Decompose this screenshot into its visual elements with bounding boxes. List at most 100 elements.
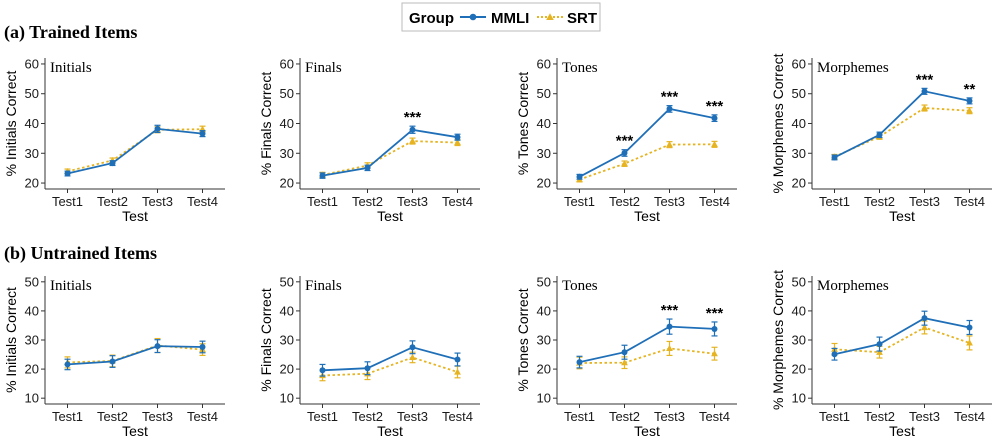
data-point-srt bbox=[966, 107, 973, 114]
y-tick-label: 30 bbox=[537, 146, 551, 161]
data-point-mmli bbox=[64, 170, 71, 177]
y-tick-label: 30 bbox=[792, 333, 806, 348]
x-tick-label: Test1 bbox=[52, 194, 83, 209]
y-tick-label: 30 bbox=[280, 146, 294, 161]
series-line-mmli bbox=[322, 346, 458, 372]
series-mmli bbox=[64, 339, 206, 371]
panel-morphemes-untrained: 10 20 30 40 50 Test1 Test2 Test3 Test4 Test % Morp… bbox=[770, 270, 992, 439]
panel-morphemes-trained: 20 30 40 50 60 Test1 Test2 Test3 Test4 Test % Morp… bbox=[770, 53, 992, 224]
y-tick-label: 40 bbox=[25, 303, 39, 318]
series-line-srt bbox=[67, 128, 203, 173]
y-tick-label: 40 bbox=[792, 116, 806, 131]
data-point-mmli bbox=[576, 359, 583, 366]
x-tick-label: Test1 bbox=[819, 409, 850, 424]
x-axis-title: Test bbox=[122, 208, 148, 224]
panel-initials-trained: 20 30 40 50 60 Test1 Test2 Test3 Test4 Test % Init… bbox=[3, 56, 225, 224]
y-tick-label: 20 bbox=[537, 362, 551, 377]
y-tick-label: 60 bbox=[280, 56, 294, 71]
panel-tones-trained: 20 30 40 50 60 Test1 Test2 Test3 Test4 Test % Tone… bbox=[515, 56, 737, 224]
y-tick-label: 10 bbox=[25, 391, 39, 406]
data-point-srt bbox=[666, 141, 673, 148]
panel-title: Finals bbox=[305, 60, 342, 76]
legend-item-mmli: MMLI bbox=[460, 10, 529, 27]
y-tick-label: 20 bbox=[280, 176, 294, 191]
y-axis-title: % Finals Correct bbox=[258, 288, 274, 392]
y-tick-label: 30 bbox=[792, 146, 806, 161]
x-tick-label: Test3 bbox=[142, 194, 173, 209]
series-mmli bbox=[319, 340, 461, 377]
x-axis-title: Test bbox=[377, 208, 403, 224]
data-point-srt bbox=[621, 160, 628, 167]
y-tick-label: 50 bbox=[792, 86, 806, 101]
series-mmli bbox=[64, 124, 206, 177]
y-tick-label: 10 bbox=[537, 391, 551, 406]
series-srt bbox=[576, 340, 718, 370]
series-line-mmli bbox=[67, 127, 203, 175]
x-tick-label: Test2 bbox=[864, 194, 895, 209]
data-point-mmli bbox=[319, 172, 326, 179]
series-line-mmli bbox=[579, 325, 715, 363]
x-axis-title: Test bbox=[122, 423, 148, 439]
data-point-srt bbox=[409, 137, 416, 144]
y-tick-label: 60 bbox=[25, 56, 39, 71]
x-tick-label: Test4 bbox=[442, 409, 473, 424]
data-point-srt bbox=[921, 323, 928, 331]
series-line-srt bbox=[322, 356, 458, 377]
panel-title: Initials bbox=[50, 278, 92, 294]
x-tick-label: Test3 bbox=[654, 194, 685, 209]
data-point-mmli bbox=[319, 367, 326, 374]
x-axis-title: Test bbox=[634, 208, 660, 224]
x-tick-label: Test2 bbox=[97, 409, 128, 424]
series-mmli bbox=[576, 318, 718, 369]
significance-label: ** bbox=[964, 81, 976, 98]
series-srt bbox=[831, 320, 973, 359]
y-tick-label: 10 bbox=[280, 391, 294, 406]
series-srt bbox=[576, 140, 718, 183]
data-point-srt bbox=[921, 104, 928, 111]
x-tick-label: Test1 bbox=[307, 409, 338, 424]
series-line-srt bbox=[834, 107, 970, 158]
x-tick-label: Test2 bbox=[609, 194, 640, 209]
legend-label-srt: SRT bbox=[567, 10, 597, 27]
y-tick-label: 50 bbox=[25, 274, 39, 289]
data-point-mmli bbox=[109, 358, 116, 365]
data-point-mmli bbox=[364, 365, 371, 372]
significance-label: *** bbox=[706, 98, 724, 115]
x-tick-label: Test4 bbox=[699, 409, 730, 424]
data-point-mmli bbox=[454, 134, 461, 141]
data-point-srt bbox=[876, 348, 883, 355]
x-axis-title: Test bbox=[377, 423, 403, 439]
legend: Group MMLI SRT bbox=[401, 2, 601, 32]
series-line-mmli bbox=[579, 107, 715, 178]
series-line-srt bbox=[67, 344, 203, 364]
y-axis-title: % Morphemes Correct bbox=[770, 53, 786, 193]
data-point-mmli bbox=[154, 343, 161, 350]
y-tick-label: 20 bbox=[280, 362, 294, 377]
data-point-mmli bbox=[64, 361, 71, 368]
data-point-mmli bbox=[666, 323, 673, 330]
series-line-srt bbox=[579, 143, 715, 181]
data-point-mmli bbox=[831, 154, 838, 161]
section-title-trained: (a) Trained Items bbox=[4, 22, 137, 43]
y-tick-label: 20 bbox=[25, 362, 39, 377]
data-point-mmli bbox=[409, 126, 416, 133]
x-tick-label: Test3 bbox=[909, 194, 940, 209]
x-tick-label: Test2 bbox=[609, 409, 640, 424]
legend-item-srt: SRT bbox=[537, 10, 597, 27]
data-point-mmli bbox=[921, 315, 928, 322]
data-point-srt bbox=[621, 359, 628, 366]
y-tick-label: 40 bbox=[280, 116, 294, 131]
panel-tones-untrained: 10 20 30 40 50 Test1 Test2 Test3 Test4 Test % Tone… bbox=[515, 274, 737, 439]
significance-label: *** bbox=[661, 89, 679, 106]
panel-title: Finals bbox=[305, 278, 342, 294]
x-tick-label: Test1 bbox=[564, 194, 595, 209]
data-point-mmli bbox=[666, 105, 673, 112]
data-point-mmli bbox=[711, 115, 718, 122]
panel-title: Initials bbox=[50, 60, 92, 76]
data-point-srt bbox=[666, 344, 673, 352]
y-tick-label: 50 bbox=[280, 86, 294, 101]
data-point-mmli bbox=[409, 344, 416, 351]
y-tick-label: 20 bbox=[792, 362, 806, 377]
legend-title: Group bbox=[409, 10, 454, 27]
